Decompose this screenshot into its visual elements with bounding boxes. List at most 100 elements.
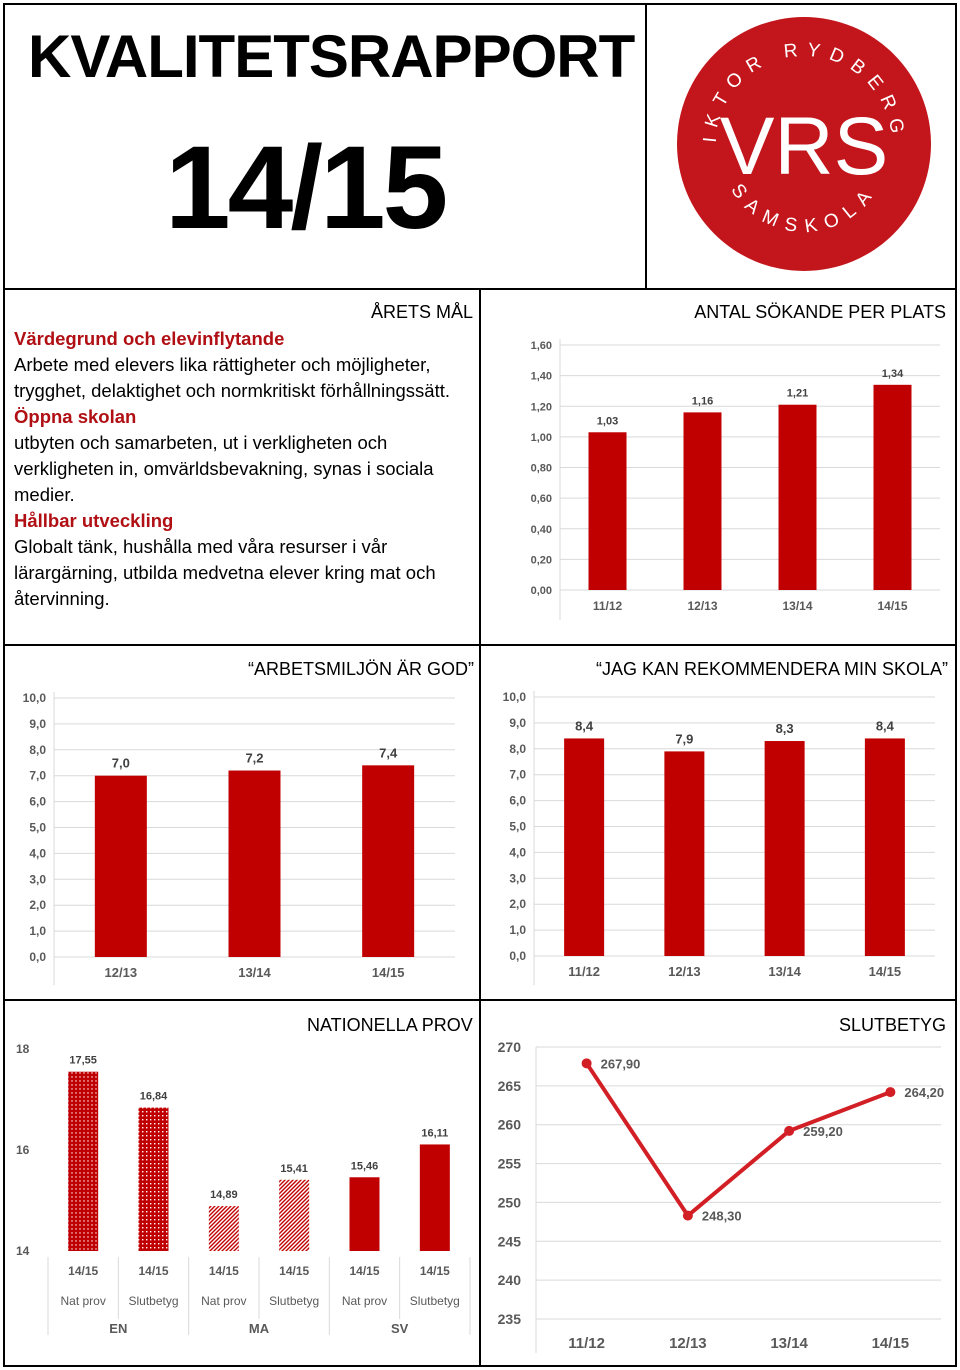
goal-title: Öppna skolan (14, 406, 137, 427)
divider-row4-vertical (479, 999, 481, 1367)
x-tick-label: 12/13 (669, 1335, 707, 1352)
x-tick-label: 12/13 (105, 965, 138, 980)
y-tick-label: 7,0 (29, 769, 46, 783)
data-point (581, 1058, 592, 1069)
report-title: KVALITETSRAPPORT (28, 23, 635, 90)
goal-section: Hållbar utveckling Globalt tänk, hushålla… (14, 508, 484, 612)
y-tick-label: 0,60 (531, 493, 552, 505)
group-label: MA (249, 1321, 270, 1336)
bar (664, 751, 705, 956)
y-tick-label: 0,20 (531, 554, 552, 566)
chart-title-sokande: ANTAL SÖKANDE PER PLATS (694, 302, 946, 322)
bar (228, 770, 281, 957)
group-label: EN (109, 1321, 127, 1336)
bar-value-label: 7,2 (245, 751, 263, 766)
y-tick-label: 1,00 (531, 432, 552, 444)
x-tick-label: 14/15 (872, 1335, 910, 1352)
y-tick-label: 6,0 (29, 795, 46, 809)
group-label: SV (391, 1321, 409, 1336)
bar-value-label: 1,16 (692, 395, 713, 407)
chart-sokande: 0,00 0,20 0,40 0,60 0,80 1,00 1,20 1,40 1,60 1,03… (531, 339, 940, 620)
data-point (885, 1087, 896, 1098)
x-tick-label: 12/13 (687, 599, 717, 613)
chart-title-nationella: NATIONELLA PROV (307, 1015, 473, 1035)
y-tick-label: 240 (498, 1272, 522, 1288)
point-value-label: 248,30 (702, 1209, 742, 1224)
y-tick-label: 1,0 (509, 923, 526, 937)
series-line (584, 1062, 892, 1219)
point-value-label: 259,20 (803, 1124, 843, 1139)
bar-value-label: 16,11 (421, 1127, 448, 1139)
chart-nationella: 14 16 18 17,55 14/15 Nat prov 16,84 14/15 Slutbe… (16, 1042, 471, 1336)
bar (564, 738, 605, 956)
y-tick-label: 18 (16, 1042, 30, 1056)
x-tick-label: 14/15 (68, 1264, 98, 1278)
bar-value-label: 15,46 (351, 1160, 379, 1172)
divider-header-vertical (645, 3, 647, 288)
bar-value-label: 1,34 (882, 368, 904, 380)
chart-arbetsmiljo: 0,0 1,0 2,0 3,0 4,0 5,0 6,0 7,0 8,0 9,0 10,0 7,0 12/… (23, 691, 455, 985)
data-point (784, 1125, 795, 1136)
goal-text: Arbete med elevers lika rättigheter och … (14, 354, 450, 401)
goal-title: Värdegrund och elevinflytande (14, 328, 285, 349)
x-kind-label: Nat prov (60, 1294, 105, 1308)
x-tick-label: 14/15 (877, 599, 907, 613)
divider-row2-vertical (479, 288, 481, 644)
bar-value-label: 17,55 (69, 1055, 97, 1067)
y-tick-label: 3,0 (509, 871, 526, 885)
x-tick-label: 14/15 (420, 1264, 450, 1278)
bar-value-label: 7,0 (112, 756, 130, 771)
x-tick-label: 11/12 (593, 599, 623, 613)
bar (138, 1107, 169, 1251)
goal-title: Hållbar utveckling (14, 510, 174, 531)
bar (683, 412, 722, 590)
y-tick-label: 7,0 (509, 768, 526, 782)
bar (778, 404, 817, 590)
y-tick-label: 1,60 (531, 340, 552, 352)
goals-text: Värdegrund och elevinflytande Arbete med … (14, 326, 484, 612)
bar-value-label: 16,84 (140, 1091, 168, 1103)
bar (764, 741, 805, 956)
y-tick-label: 250 (498, 1194, 522, 1210)
y-tick-label: 9,0 (29, 717, 46, 731)
x-tick-label: 14/15 (372, 965, 405, 980)
y-tick-label: 3,0 (29, 872, 46, 886)
data-point (682, 1210, 693, 1221)
y-tick-label: 1,40 (531, 371, 552, 383)
y-tick-label: 10,0 (23, 691, 47, 705)
x-tick-label: 13/14 (770, 1335, 808, 1352)
bar-value-label: 7,9 (675, 731, 693, 746)
goals-heading: ÅRETS MÅL (371, 302, 474, 322)
y-tick-label: 16 (16, 1143, 30, 1157)
bar (588, 432, 627, 590)
x-tick-label: 13/14 (768, 964, 801, 979)
point-value-label: 267,90 (601, 1056, 641, 1071)
report-year: 14/15 (165, 122, 448, 254)
y-tick-label: 14 (16, 1244, 30, 1258)
bar-value-label: 7,4 (379, 745, 398, 760)
y-tick-label: 0,40 (531, 524, 552, 536)
bar (873, 384, 912, 590)
y-tick-label: 0,0 (29, 950, 46, 964)
x-kind-label: Slutbetyg (269, 1294, 319, 1308)
x-kind-label: Slutbetyg (410, 1294, 460, 1308)
goal-section: Öppna skolan utbyten och samarbeten, ut i… (14, 404, 484, 508)
y-tick-label: 8,0 (29, 743, 46, 757)
y-tick-label: 0,0 (509, 949, 526, 963)
y-tick-label: 2,0 (29, 898, 46, 912)
x-tick-label: 11/12 (568, 1335, 605, 1352)
goal-section: Värdegrund och elevinflytande Arbete med … (14, 326, 484, 404)
goal-text: Globalt tänk, hushålla med våra resurser… (14, 536, 436, 609)
divider-row3-vertical (479, 644, 481, 999)
x-kind-label: Slutbetyg (128, 1294, 178, 1308)
y-tick-label: 270 (498, 1039, 522, 1055)
bar (208, 1206, 239, 1251)
x-tick-label: 14/15 (138, 1264, 168, 1278)
y-tick-label: 0,80 (531, 463, 552, 475)
bar (419, 1144, 450, 1251)
point-value-label: 264,20 (904, 1085, 944, 1100)
chart-title-slutbetyg: SLUTBETYG (838, 1015, 946, 1035)
bar (864, 738, 905, 956)
chart-slutbetyg: 235 240 245 250 255 260 265 270 267,90 11/12 248,3… (498, 1039, 944, 1353)
